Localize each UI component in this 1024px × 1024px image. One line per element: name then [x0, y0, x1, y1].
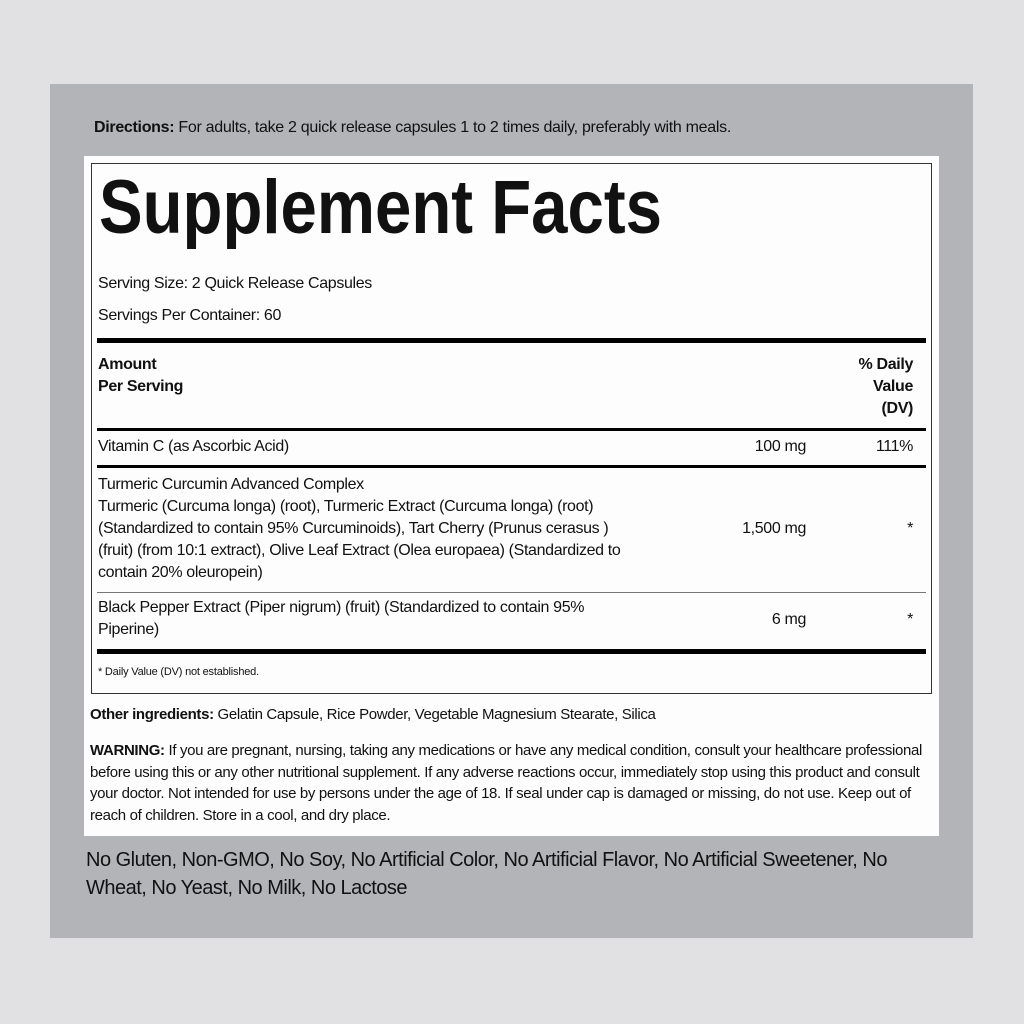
footnote: * Daily Value (DV) not established.: [98, 666, 259, 678]
label-area: Supplement Facts Serving Size: 2 Quick R…: [84, 156, 939, 836]
directions: Directions: For adults, take 2 quick rel…: [94, 119, 731, 137]
row-amount: 100 mg: [754, 438, 807, 455]
row-dv: *: [907, 520, 913, 537]
divider-medium: [97, 428, 926, 431]
row-dv: *: [907, 611, 913, 628]
row-amount: 1,500 mg: [742, 520, 806, 537]
supplement-facts-table: Supplement Facts Serving Size: 2 Quick R…: [91, 163, 932, 694]
serving-size: Serving Size: 2 Quick Release Capsules: [98, 275, 372, 292]
amount-line1: Amount: [98, 356, 157, 373]
facts-title: Supplement Facts: [99, 165, 662, 250]
row-name: Black Pepper Extract (Piper nigrum) (fru…: [98, 597, 584, 641]
row-name-line: Piperine): [98, 621, 159, 638]
free-from-list: No Gluten, Non-GMO, No Soy, No Artificia…: [86, 849, 887, 899]
row-name-line: contain 20% oleuropein): [98, 564, 263, 581]
row-name-line: Turmeric (Curcuma longa) (root), Turmeri…: [98, 498, 594, 515]
divider-thick: [97, 338, 926, 343]
other-label: Other ingredients:: [90, 706, 214, 723]
servings-per-container: Servings Per Container: 60: [98, 307, 282, 324]
warning: WARNING: If you are pregnant, nursing, t…: [90, 740, 935, 826]
warning-text: If you are pregnant, nursing, taking any…: [90, 742, 922, 824]
other-ingredients: Other ingredients: Gelatin Capsule, Rice…: [90, 706, 656, 723]
divider-medium: [97, 465, 926, 468]
label-panel: Directions: For adults, take 2 quick rel…: [50, 84, 973, 938]
warning-label: WARNING:: [90, 742, 165, 759]
divider-thin: [97, 592, 926, 593]
row-name-line: (Standardized to contain 95% Curcuminoid…: [98, 520, 609, 537]
divider-thick: [97, 649, 926, 654]
dv-header: % Daily Value (DV): [858, 354, 914, 420]
dv-line2: Value: [872, 378, 913, 395]
directions-text: For adults, take 2 quick release capsule…: [174, 119, 731, 136]
directions-label: Directions:: [94, 119, 175, 136]
amount-line2: Per Serving: [98, 378, 184, 395]
amount-header: Amount Per Serving: [98, 354, 183, 398]
row-dv: 111%: [875, 438, 914, 455]
row-name-line: Turmeric Curcumin Advanced Complex: [98, 476, 364, 493]
row-name-line: Black Pepper Extract (Piper nigrum) (fru…: [98, 599, 585, 616]
other-text: Gelatin Capsule, Rice Powder, Vegetable …: [213, 706, 656, 723]
row-name-line: (fruit) (from 10:1 extract), Olive Leaf …: [98, 542, 621, 559]
dv-line1: % Daily: [858, 356, 914, 373]
row-name: Turmeric Curcumin Advanced Complex Turme…: [98, 474, 621, 584]
row-name: Vitamin C (as Ascorbic Acid): [98, 438, 289, 455]
row-amount: 6 mg: [771, 611, 807, 628]
dv-line3: (DV): [881, 400, 914, 417]
